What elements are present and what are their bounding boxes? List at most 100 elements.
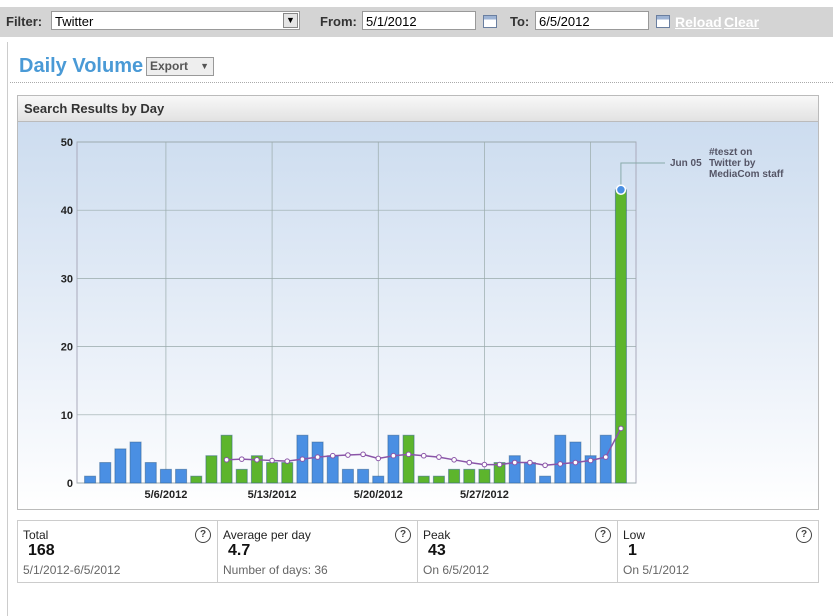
to-label: To: xyxy=(510,14,530,29)
stat-cell: Total 168 5/1/2012-6/5/2012? xyxy=(18,521,218,582)
filter-select[interactable]: Twitter ▼ xyxy=(51,11,300,30)
average-point xyxy=(618,425,624,432)
annotation-text: Twitter by xyxy=(709,158,756,169)
help-icon[interactable]: ? xyxy=(195,527,211,543)
to-input[interactable]: 6/5/2012 xyxy=(535,11,649,30)
panel-header: Search Results by Day xyxy=(18,96,818,122)
bar xyxy=(281,462,294,484)
dropdown-arrow[interactable]: ▼ xyxy=(283,13,298,28)
bar xyxy=(357,468,370,484)
stats-box xyxy=(17,520,819,583)
bar xyxy=(266,462,279,484)
average-point xyxy=(527,459,533,466)
stat-value: 43 xyxy=(428,542,446,559)
help-icon[interactable]: ? xyxy=(395,527,411,543)
bar xyxy=(463,468,476,484)
bar xyxy=(539,475,552,484)
x-tick-label: 5/6/2012 xyxy=(145,489,188,501)
bar xyxy=(448,468,461,484)
panel: Search Results by Day xyxy=(17,95,819,510)
filter-value: Twitter xyxy=(55,14,94,29)
bar xyxy=(372,475,385,484)
y-tick-label: 30 xyxy=(61,273,73,285)
bar xyxy=(99,462,112,484)
average-point xyxy=(481,461,488,468)
y-tick-label: 10 xyxy=(61,410,73,422)
divider xyxy=(10,82,833,83)
bar xyxy=(584,455,597,484)
average-point xyxy=(329,452,336,459)
average-point xyxy=(284,458,291,464)
stat-cell: Low 1 On 5/1/2012? xyxy=(618,521,818,582)
stat-cell: Peak 43 On 6/5/2012? xyxy=(418,521,618,582)
bar xyxy=(205,455,218,484)
average-point xyxy=(496,461,503,468)
bar xyxy=(508,455,521,484)
bar xyxy=(190,475,203,484)
bar xyxy=(432,475,445,484)
y-tick-label: 20 xyxy=(61,342,73,354)
bar xyxy=(341,468,354,484)
filter-label: Filter: xyxy=(6,14,43,29)
stat-label: Peak xyxy=(423,528,451,542)
bar xyxy=(129,441,142,484)
export-label: Export xyxy=(150,59,189,73)
bar xyxy=(417,475,430,484)
bar xyxy=(554,434,567,484)
stat-label: Average per day xyxy=(223,528,311,542)
bar xyxy=(114,448,127,484)
bar xyxy=(402,434,415,484)
annotation-dot xyxy=(615,184,627,195)
average-point xyxy=(360,451,366,458)
stat-cell: Average per day 4.7 Number of days: 36? xyxy=(218,521,418,582)
stat-note: 5/1/2012-6/5/2012 xyxy=(23,563,121,577)
x-tick-label: 5/27/2012 xyxy=(460,489,509,501)
help-icon[interactable]: ? xyxy=(595,527,611,543)
stat-note: On 6/5/2012 xyxy=(423,563,490,577)
average-point xyxy=(254,457,260,463)
average-point xyxy=(557,461,564,467)
average-point xyxy=(572,459,579,466)
stat-note: Number of days: 36 xyxy=(223,563,328,577)
from-input[interactable]: 5/1/2012 xyxy=(362,11,476,30)
page-title: Daily Volume xyxy=(19,55,144,77)
export-button[interactable]: Export ▼ xyxy=(146,57,214,76)
bar xyxy=(614,189,627,484)
calendar-icon[interactable] xyxy=(483,15,497,28)
left-border xyxy=(7,42,8,616)
x-tick-label: 5/20/2012 xyxy=(354,489,403,501)
bar xyxy=(311,441,324,484)
chart: 0 10 20 30 40 50 5/6/2012 5/13/2012 5/20/2012 5/2… xyxy=(61,137,784,501)
annotation-date: Jun 05 xyxy=(670,158,702,169)
plot-area xyxy=(76,141,637,484)
reload-link[interactable]: Reload xyxy=(675,14,722,30)
y-tick-label: 0 xyxy=(67,478,73,490)
stat-label: Low xyxy=(623,528,646,542)
bar xyxy=(144,462,157,484)
annotation-text: #teszt on xyxy=(709,147,752,158)
average-point xyxy=(587,457,594,464)
calendar-icon[interactable] xyxy=(656,15,670,28)
bar xyxy=(175,468,188,484)
average-point xyxy=(223,457,230,463)
stat-value: 4.7 xyxy=(228,542,251,559)
bar xyxy=(235,468,248,484)
average-point xyxy=(602,454,609,460)
help-icon[interactable]: ? xyxy=(796,527,812,543)
average-point xyxy=(375,455,382,462)
average-point xyxy=(511,459,518,466)
average-point xyxy=(436,454,442,460)
bar xyxy=(478,468,491,484)
stat-note: On 5/1/2012 xyxy=(623,563,690,577)
average-point xyxy=(299,456,306,462)
bar xyxy=(250,455,263,484)
average-point xyxy=(420,452,427,459)
bar xyxy=(84,475,97,484)
from-label: From: xyxy=(320,14,357,29)
average-point xyxy=(451,457,457,463)
average-point xyxy=(269,457,275,464)
stat-value: 1 xyxy=(628,542,637,559)
bar xyxy=(387,434,400,484)
clear-link[interactable]: Clear xyxy=(724,14,760,30)
